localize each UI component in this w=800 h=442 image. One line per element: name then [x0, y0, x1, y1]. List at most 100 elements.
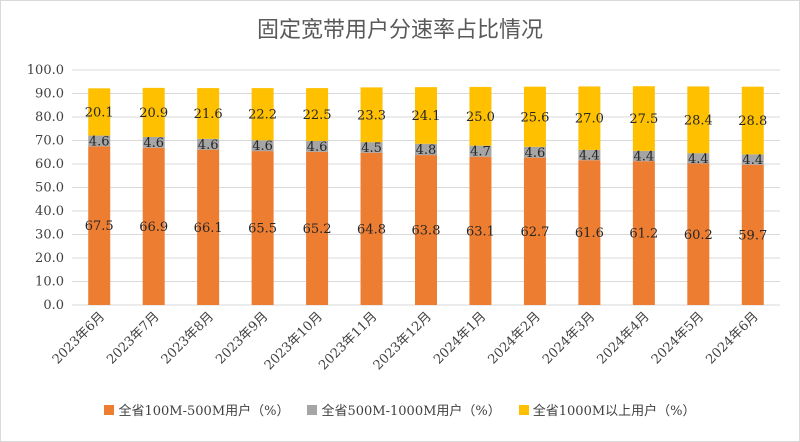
data-label: 4.8: [416, 143, 437, 158]
x-tick-label: 2024年5月: [649, 309, 707, 367]
bar-segment-series-1: [687, 163, 710, 305]
y-tick-label: 50.0: [35, 181, 64, 196]
bar-segment-series-1: [142, 147, 165, 305]
bar-segment-series-2: [197, 138, 220, 150]
data-label: 25.6: [520, 110, 549, 125]
legend-label: 全省100M-500M用户（%）: [118, 404, 290, 419]
y-tick-label: 20.0: [35, 251, 64, 266]
legend: 全省100M-500M用户（%） 全省500M-1000M用户（%） 全省1000M…: [0, 400, 800, 419]
bar-segment-series-3: [632, 86, 655, 151]
bar-segment-series-1: [523, 157, 546, 305]
data-label: 24.1: [412, 109, 441, 124]
data-label: 4.6: [143, 136, 164, 151]
bar-segment-series-3: [415, 87, 437, 144]
data-label: 27.0: [575, 112, 604, 127]
data-label: 4.6: [307, 140, 328, 155]
x-tick-label: 2023年9月: [213, 309, 271, 367]
data-label: 22.5: [303, 108, 332, 123]
legend-label: 全省500M-1000M用户（%）: [321, 404, 501, 419]
bar-segment-series-2: [360, 142, 383, 153]
bar-segment-series-1: [306, 151, 329, 305]
data-label: 63.1: [466, 224, 495, 239]
y-tick-label: 30.0: [35, 228, 64, 243]
data-label: 4.6: [198, 138, 219, 153]
data-label: 66.9: [139, 220, 168, 235]
bar-segment-series-3: [88, 88, 111, 136]
data-label: 61.6: [575, 226, 604, 241]
bar-segment-series-1: [251, 151, 274, 305]
bar-segment-series-1: [360, 152, 383, 305]
bar-segment-series-3: [741, 86, 764, 155]
bar-segment-series-1: [578, 160, 601, 305]
bar-segment-series-2: [251, 140, 274, 152]
data-label: 25.0: [466, 110, 495, 125]
data-label: 23.3: [357, 108, 386, 123]
y-tick-label: 10.0: [35, 275, 64, 290]
bar-segment-series-1: [741, 164, 764, 305]
data-label: 28.4: [684, 113, 713, 128]
bar-segment-series-2: [687, 153, 710, 164]
legend-label: 全省1000M以上用户（%）: [532, 404, 696, 419]
data-label: 20.9: [139, 106, 168, 121]
bar-segment-series-1: [469, 156, 492, 305]
x-tick-label: 2024年6月: [703, 309, 761, 367]
data-label: 62.7: [520, 225, 549, 240]
data-label: 65.5: [248, 222, 277, 237]
bar-segment-series-3: [360, 87, 383, 143]
data-label: 60.2: [684, 228, 713, 243]
bar-segment-series-2: [469, 145, 492, 157]
data-label: 4.4: [688, 152, 709, 167]
legend-swatch: [518, 404, 529, 415]
x-tick-label: 2023年6月: [50, 309, 108, 367]
bar-segment-series-3: [251, 88, 274, 141]
data-label: 65.2: [303, 222, 332, 237]
data-label: 4.4: [579, 149, 600, 164]
legend-item-series-2: 全省500M-1000M用户（%）: [307, 400, 501, 419]
bar-segment-series-2: [415, 143, 437, 156]
data-label: 28.8: [738, 114, 767, 129]
y-tick-label: 80.0: [35, 110, 64, 125]
x-tick-label: 2024年3月: [540, 309, 598, 367]
data-label: 4.4: [634, 150, 655, 165]
y-tick-label: 0.0: [43, 298, 64, 313]
x-tick-label: 2024年1月: [431, 309, 489, 367]
data-label: 20.1: [85, 105, 114, 120]
bar-segment-series-2: [578, 149, 601, 161]
y-tick-label: 100.0: [27, 63, 64, 78]
y-tick-label: 40.0: [35, 204, 64, 219]
data-label: 4.7: [470, 145, 491, 160]
data-label: 59.7: [738, 228, 767, 243]
bar-segment-series-2: [142, 136, 165, 148]
legend-item-series-3: 全省1000M以上用户（%）: [518, 400, 696, 419]
bar-segment-series-1: [197, 149, 220, 305]
data-label: 4.6: [252, 139, 273, 154]
bar-segment-series-3: [469, 86, 492, 146]
bar-segment-series-3: [197, 88, 220, 139]
chart-title: 固定宽带用户分速率占比情况: [256, 18, 543, 43]
data-label: 61.2: [629, 227, 658, 242]
data-label: 66.1: [194, 221, 223, 236]
x-tick-label: 2023年7月: [104, 309, 162, 367]
bar-segment-series-2: [523, 146, 546, 158]
x-tick-label: 2023年8月: [159, 309, 217, 367]
bar-segment-series-3: [142, 87, 165, 137]
data-label: 4.4: [742, 153, 763, 168]
bar-segment-series-3: [687, 86, 710, 154]
bar-segment-series-3: [523, 86, 546, 147]
data-label: 22.2: [248, 108, 277, 123]
data-label: 21.6: [194, 107, 223, 122]
data-label: 4.6: [525, 146, 546, 161]
data-label: 63.8: [412, 224, 441, 239]
data-label: 27.5: [629, 112, 658, 127]
chart-plot: 0.0 10.0 20.0 30.0 40.0 50.0 60.0 70.0 80.0 90.0 1…: [27, 63, 780, 373]
legend-swatch: [104, 404, 115, 415]
bar-segment-series-1: [632, 161, 655, 305]
y-tick-label: 70.0: [35, 134, 64, 149]
y-tick-label: 60.0: [35, 157, 64, 172]
bar-segment-series-2: [632, 150, 655, 162]
bar-segment-series-3: [578, 86, 601, 150]
legend-swatch: [307, 404, 318, 415]
bar-segment-series-3: [306, 88, 329, 141]
bar-segment-series-1: [88, 146, 111, 305]
